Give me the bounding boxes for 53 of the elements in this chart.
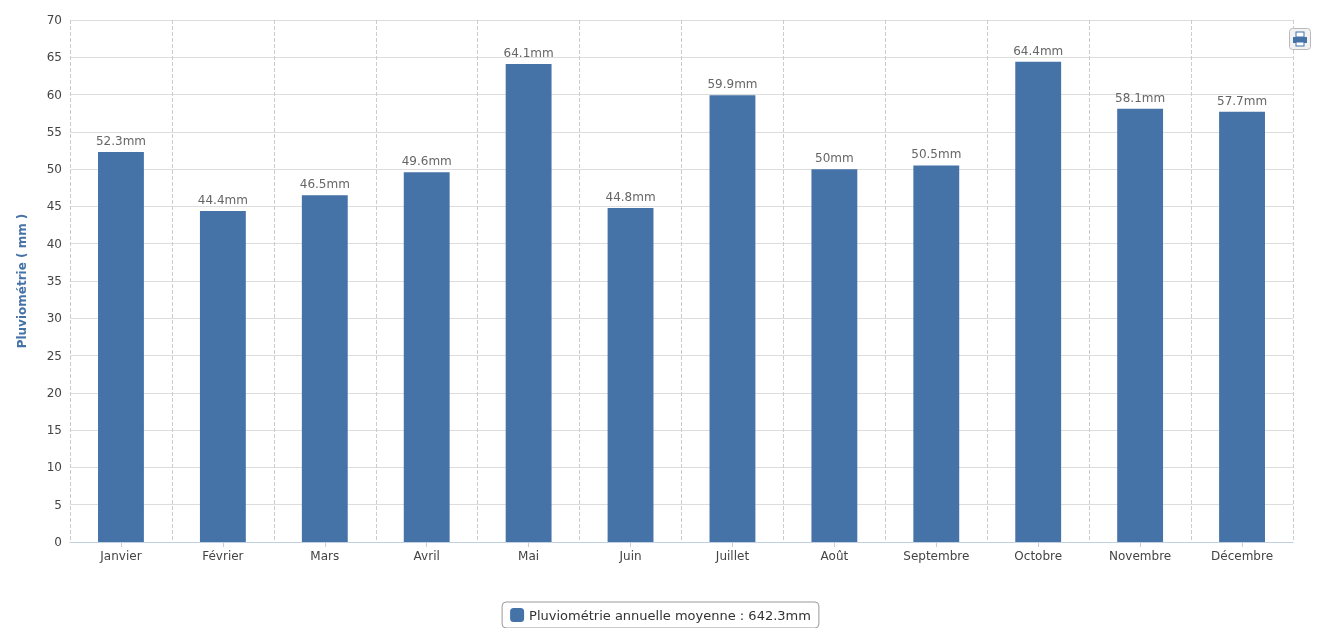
y-tick-label: 30 [46, 311, 62, 326]
bar [913, 165, 960, 542]
y-tick-label: 40 [46, 236, 62, 251]
y-tick-label: 70 [46, 13, 62, 27]
data-label: 49.6mm [401, 154, 452, 169]
data-label: 44.8mm [605, 189, 656, 204]
data-label: 44.4mm [197, 192, 248, 207]
x-tick-label: Septembre [903, 549, 970, 563]
y-tick-label: 25 [46, 348, 62, 363]
y-tick-label: 15 [46, 423, 62, 438]
bar [199, 210, 246, 542]
x-tick-label: Janvier [99, 549, 142, 563]
y-tick-label: 5 [54, 497, 62, 512]
y-tick-label: 10 [46, 460, 62, 475]
legend-label: Pluviométrie annuelle moyenne : 642.3mm [529, 607, 811, 623]
x-tick-label: Février [202, 549, 244, 563]
y-tick-label: 0 [54, 535, 62, 549]
bar [1117, 108, 1164, 542]
y-tick-label: 60 [46, 87, 62, 102]
x-tick-label: Mai [518, 549, 540, 563]
x-tick-label: Avril [413, 549, 440, 563]
bar [709, 95, 756, 542]
x-tick-label: Mars [310, 549, 340, 563]
x-tick-label: Octobre [1014, 549, 1063, 563]
data-label: 59.9mm [707, 77, 758, 92]
data-label: 64.1mm [503, 46, 554, 60]
x-tick-label: Juin [618, 549, 642, 563]
y-axis-title: Pluviométrie ( mm ) [15, 213, 29, 349]
bar [607, 207, 654, 542]
data-label: 58.1mm [1115, 90, 1166, 105]
data-label: 57.7mm [1216, 93, 1268, 108]
x-tick-label: Juillet [714, 549, 750, 563]
data-label: 50mm [815, 151, 854, 166]
x-tick-label: Décembre [1211, 549, 1274, 563]
data-label: 52.3mm [95, 133, 147, 148]
bar [1219, 111, 1265, 542]
y-tick-label: 45 [46, 199, 62, 214]
y-tick-label: 55 [46, 124, 62, 139]
x-tick-label: Août [820, 549, 849, 563]
data-label: 64.4mm [1013, 43, 1064, 58]
bar [811, 169, 858, 542]
bar [98, 151, 144, 542]
y-tick-label: 65 [46, 50, 62, 65]
y-tick-label: 35 [46, 274, 62, 288]
bar [403, 172, 450, 542]
y-tick-label: 50 [46, 162, 62, 177]
data-label: 50.5mm [911, 147, 962, 162]
bar [301, 195, 348, 542]
y-tick-label: 20 [46, 385, 62, 400]
data-label: 46.5mm [299, 177, 350, 192]
bar [505, 64, 552, 542]
x-tick-label: Novembre [1109, 549, 1172, 563]
bar [1015, 61, 1062, 542]
